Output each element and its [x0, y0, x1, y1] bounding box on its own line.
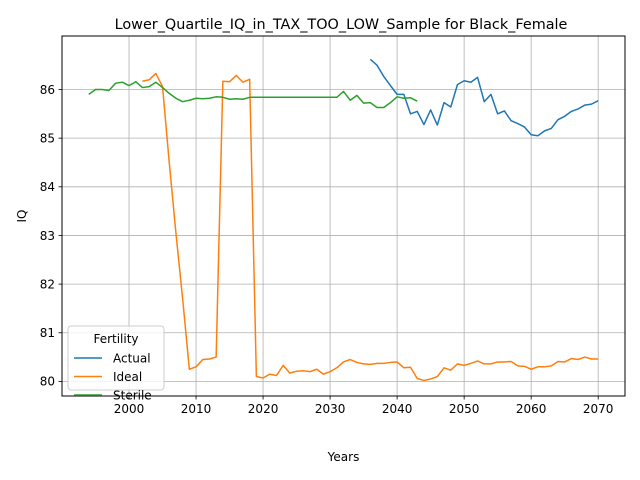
legend-label-sterile: Sterile [113, 388, 152, 402]
y-tick-label: 83 [40, 229, 55, 243]
x-tick-label: 2000 [114, 402, 145, 416]
x-tick-label: 2060 [516, 402, 547, 416]
x-tick-label: 2020 [248, 402, 279, 416]
x-tick-label: 2070 [583, 402, 614, 416]
series-line-actual [369, 58, 599, 137]
x-tick-label: 2030 [315, 402, 346, 416]
y-tick-label: 81 [40, 326, 55, 340]
series-line-ideal [142, 72, 599, 382]
x-tick-label: 2010 [181, 402, 212, 416]
legend-title: Fertility [93, 332, 138, 346]
y-tick-label: 80 [40, 375, 55, 389]
y-tick-label: 85 [40, 131, 55, 145]
x-tick-label: 2040 [382, 402, 413, 416]
y-tick-label: 82 [40, 277, 55, 291]
legend-label-ideal: Ideal [113, 370, 142, 384]
x-tick-label: 2050 [449, 402, 480, 416]
series-line-sterile [88, 80, 418, 109]
axis-ticks: 2000 2010 2020 2030 2040 2050 2060 2070 80 81 82 83… [40, 83, 614, 416]
x-axis-label: Years [327, 450, 360, 464]
y-axis-label: IQ [15, 210, 29, 223]
y-tick-label: 86 [40, 83, 55, 97]
y-tick-label: 84 [40, 180, 55, 194]
series-layer [88, 58, 599, 382]
legend-label-actual: Actual [113, 351, 151, 365]
plot-frame [61, 35, 626, 397]
legend-box [67, 325, 165, 391]
chart-title: Lower_Quartile_IQ_in_TAX_TOO_LOW_Sample … [115, 17, 568, 33]
legend: Fertility Actual Ideal Sterile [67, 325, 165, 402]
